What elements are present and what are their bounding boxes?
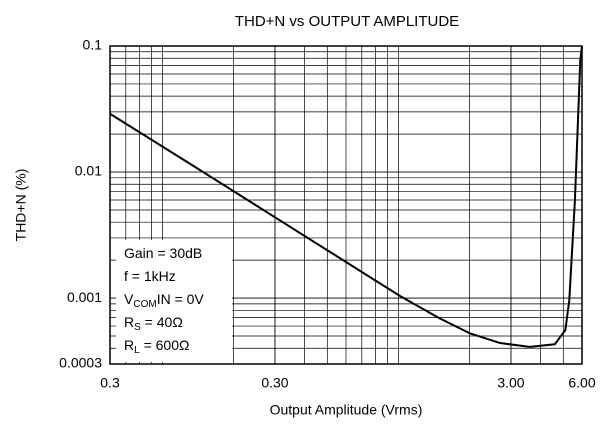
annotation-rest: = 600Ω <box>140 337 190 353</box>
x-tick-label: 0.3 <box>100 375 120 391</box>
annotation-main: Gain = 30dB <box>124 245 202 261</box>
x-axis-label: Output Amplitude (Vrms) <box>270 402 423 418</box>
annotation: f = 1kHz <box>124 268 176 284</box>
chart-title: THD+N vs OUTPUT AMPLITUDE <box>235 13 459 30</box>
annotation-main: R <box>124 337 134 353</box>
annotation: Gain = 30dB <box>124 245 202 261</box>
annotation: RS = 40Ω <box>124 314 183 333</box>
annotation: RL = 600Ω <box>124 337 189 356</box>
y-axis-label: THD+N (%) <box>13 169 29 242</box>
annotation-main: f = 1kHz <box>124 268 176 284</box>
annotation-main: R <box>124 314 134 330</box>
annotation-box <box>116 240 232 362</box>
x-tick-label: 3.00 <box>497 375 524 391</box>
annotation-rest: = 40Ω <box>141 314 183 330</box>
annotation-sub: COM <box>133 299 156 310</box>
y-tick-label: 0.01 <box>75 163 102 179</box>
annotation-sub: S <box>134 322 141 333</box>
plot-frame <box>109 45 583 365</box>
x-tick-label: 6.00 <box>568 375 595 391</box>
annotation-main: V <box>124 291 134 307</box>
annotation-sub: L <box>134 345 140 356</box>
y-tick-label: 0.001 <box>67 289 102 305</box>
annotation: VCOMIN = 0V <box>124 291 204 310</box>
x-tick-label: 0.30 <box>261 375 288 391</box>
y-tick-label: 0.0003 <box>59 355 102 371</box>
annotation-rest: IN = 0V <box>157 291 205 307</box>
y-tick-label: 0.1 <box>83 37 103 53</box>
line-series <box>109 45 583 348</box>
